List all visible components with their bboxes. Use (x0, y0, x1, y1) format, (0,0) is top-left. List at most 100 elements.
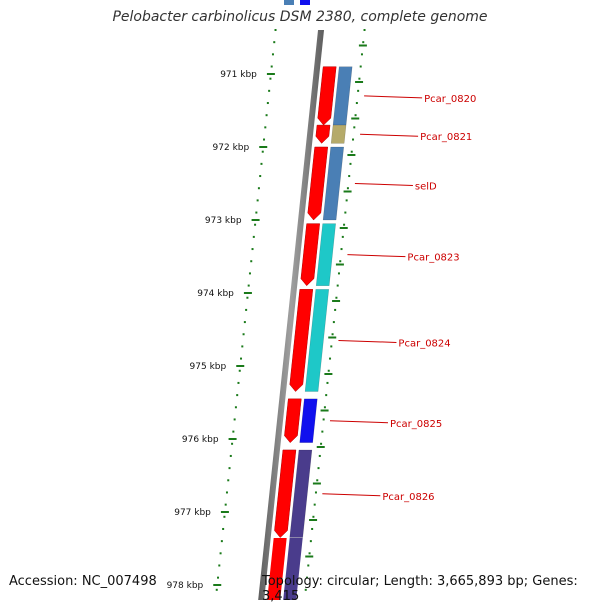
minor-tick-outer (358, 77, 361, 80)
minor-tick-outer (320, 442, 323, 445)
cds-arrow (300, 223, 320, 287)
major-tick-inner (213, 584, 222, 586)
minor-tick-inner (254, 223, 257, 226)
minor-tick-outer (307, 564, 310, 567)
major-tick-outer (351, 117, 360, 120)
ruler-label: 971 kbp (220, 70, 257, 80)
minor-tick-inner (273, 41, 276, 44)
minor-tick-inner (246, 296, 249, 299)
gene-label: Pcar_0820 (424, 94, 476, 105)
minor-tick-inner (232, 430, 235, 433)
ruler-label: 976 kbp (182, 435, 219, 445)
minor-tick-inner (225, 491, 228, 494)
minor-tick-outer (311, 527, 314, 530)
minor-tick-inner (255, 211, 258, 214)
ruler-ticks (213, 29, 367, 591)
ruler-label: 978 kbp (167, 581, 204, 591)
minor-tick-inner (217, 576, 220, 579)
minor-tick-inner (219, 552, 222, 555)
minor-tick-outer (323, 406, 326, 409)
leader-line (322, 493, 381, 497)
minor-tick-inner (260, 162, 263, 165)
minor-tick-inner (237, 381, 240, 384)
minor-tick-inner (250, 260, 253, 263)
gene-label: Pcar_0823 (407, 253, 459, 264)
ruler-label: 975 kbp (190, 362, 227, 372)
minor-tick-outer (339, 260, 342, 263)
minor-tick-outer (337, 272, 340, 275)
major-tick-inner (266, 73, 275, 75)
minor-tick-outer (354, 114, 357, 117)
cds-arrow (307, 146, 329, 221)
minor-tick-outer (344, 211, 347, 214)
minor-tick-outer (343, 223, 346, 226)
minor-tick-outer (322, 418, 325, 421)
minor-tick-inner (229, 454, 232, 457)
cds-arrow (315, 124, 331, 144)
minor-tick-outer (313, 503, 316, 506)
major-tick-inner (236, 365, 245, 367)
major-tick-outer (312, 482, 321, 485)
leader-line (364, 95, 423, 99)
leader-line (360, 133, 419, 137)
ruler-label: 973 kbp (205, 216, 242, 226)
gene-feature-bar (299, 398, 318, 443)
cds-arrow (317, 66, 337, 126)
minor-tick-outer (340, 248, 343, 251)
gene-feature-bar (322, 146, 345, 221)
partial-feature-bottom (283, 538, 303, 600)
cds-arrow (284, 398, 302, 444)
minor-tick-inner (240, 357, 243, 360)
minor-tick-inner (233, 418, 236, 421)
minor-tick-outer (306, 576, 309, 579)
minor-tick-inner (274, 29, 277, 31)
backbone-group (258, 30, 325, 600)
minor-tick-outer (312, 515, 315, 518)
major-tick-outer (324, 373, 333, 375)
major-tick-outer (309, 519, 318, 521)
minor-tick-inner (236, 394, 239, 397)
cds-arrow (274, 449, 297, 538)
minor-tick-inner (223, 515, 226, 518)
minor-tick-inner (243, 321, 246, 324)
major-tick-outer (343, 190, 352, 193)
minor-tick-outer (304, 588, 307, 591)
minor-tick-inner (265, 114, 268, 117)
major-tick-outer (355, 81, 364, 83)
ruler-label: 974 kbp (197, 289, 234, 299)
minor-tick-outer (349, 162, 352, 165)
accession-text: Accession: NC_007498 (9, 574, 157, 589)
minor-tick-inner (248, 272, 251, 275)
minor-tick-inner (220, 540, 223, 543)
minor-tick-outer (308, 552, 311, 555)
minor-tick-outer (325, 394, 328, 397)
minor-tick-inner (231, 442, 234, 445)
gene-feature-bar (289, 449, 313, 538)
major-tick-outer (316, 446, 325, 448)
major-tick-outer (347, 154, 356, 156)
gene-label: Pcar_0821 (420, 132, 472, 143)
gene-features (267, 0, 353, 600)
gene-feature-bar (304, 289, 330, 392)
map-title: Pelobacter carbinolicus DSM 2380, comple… (112, 9, 488, 25)
minor-tick-outer (318, 454, 321, 457)
minor-tick-outer (317, 467, 320, 470)
gene-label: Pcar_0825 (390, 419, 442, 430)
major-tick-outer (320, 409, 329, 412)
minor-tick-inner (264, 126, 267, 129)
minor-tick-outer (341, 235, 344, 238)
gene-label: Pcar_0824 (398, 338, 450, 349)
major-tick-outer (358, 44, 367, 47)
minor-tick-outer (357, 89, 360, 92)
minor-tick-inner (263, 138, 266, 141)
minor-tick-outer (316, 479, 319, 482)
minor-tick-inner (224, 503, 227, 506)
minor-tick-outer (330, 345, 333, 348)
gene-feature-bar (332, 66, 353, 126)
minor-tick-inner (252, 235, 255, 238)
minor-tick-inner (215, 588, 218, 591)
minor-tick-outer (359, 65, 362, 68)
minor-tick-outer (363, 29, 366, 31)
minor-tick-outer (314, 491, 317, 494)
